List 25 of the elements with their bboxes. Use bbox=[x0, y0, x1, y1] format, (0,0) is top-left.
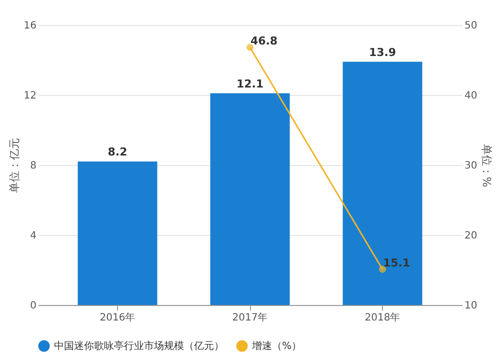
legend-label: 增速（%） bbox=[251, 340, 302, 352]
data-label: 12.1 bbox=[236, 77, 264, 90]
bar bbox=[210, 93, 290, 305]
bar bbox=[342, 62, 422, 305]
y-tick-label: 12 bbox=[24, 90, 36, 102]
legend-label: 中国迷你歌咏亭行业市场规模（亿元） bbox=[54, 340, 224, 352]
x-tick-label: 2017年 bbox=[232, 312, 268, 324]
data-label: 8.2 bbox=[108, 146, 128, 158]
y-axis-title: 单位：亿元 bbox=[8, 138, 21, 193]
y-tick-label: 4 bbox=[30, 230, 36, 242]
y2-tick-label: 20 bbox=[464, 230, 478, 242]
data-label: 46.8 bbox=[250, 34, 278, 48]
y-tick-label: 8 bbox=[30, 160, 36, 172]
x-tick-label: 2018年 bbox=[364, 312, 400, 324]
y-tick-label: 16 bbox=[24, 20, 36, 32]
data-label: 15.1 bbox=[382, 256, 410, 270]
bar bbox=[78, 162, 158, 305]
x-tick-label: 2016年 bbox=[100, 312, 136, 324]
y2-tick-label: 50 bbox=[464, 20, 478, 32]
y-tick-label: 0 bbox=[30, 300, 36, 312]
y2-tick-label: 10 bbox=[464, 300, 478, 312]
data-label: 13.9 bbox=[368, 46, 396, 59]
y2-axis-title: 单位：% bbox=[480, 144, 494, 188]
y2-tick-label: 40 bbox=[464, 90, 478, 102]
y2-tick-label: 30 bbox=[464, 160, 478, 172]
